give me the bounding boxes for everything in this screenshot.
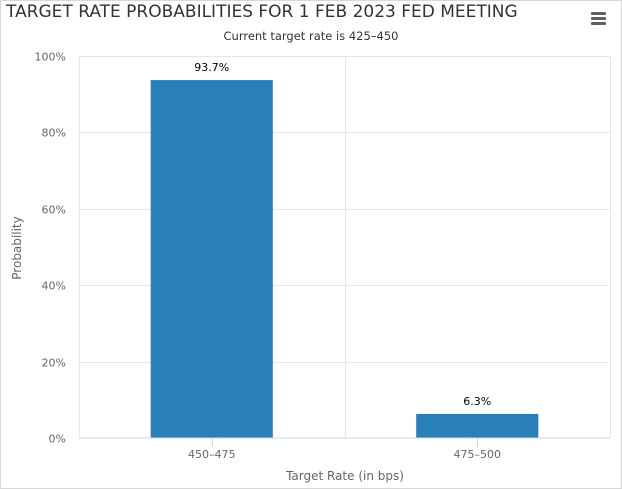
bar[interactable]	[150, 80, 273, 438]
hamburger-menu-icon	[591, 12, 606, 15]
chart-subtitle: Current target rate is 425–450	[223, 29, 399, 43]
y-tick-label: 60%	[42, 204, 66, 217]
data-labels: 93.7% 6.3%	[194, 61, 491, 408]
y-tick-label: 0%	[49, 433, 66, 446]
y-tick-label: 20%	[42, 357, 66, 370]
bar[interactable]	[416, 413, 539, 438]
y-axis-title: Probability	[10, 216, 24, 279]
x-tick-label: 450–475	[188, 448, 236, 461]
x-axis-title: Target Rate (in bps)	[285, 469, 404, 483]
y-tick-label: 100%	[35, 51, 66, 64]
y-tick-label: 80%	[42, 127, 66, 140]
y-tick-label: 40%	[42, 280, 66, 293]
x-axis-tick-labels: 450–475 475–500	[188, 438, 501, 461]
data-label: 93.7%	[194, 61, 229, 74]
chart-title: TARGET RATE PROBABILITIES FOR 1 FEB 2023…	[6, 2, 518, 22]
data-label: 6.3%	[463, 395, 491, 408]
chart-menu-button[interactable]	[586, 8, 610, 30]
x-tick-label: 475–500	[454, 448, 502, 461]
bars	[150, 80, 539, 438]
y-axis-tick-labels: 0% 20% 40% 60% 80% 100%	[35, 51, 66, 446]
